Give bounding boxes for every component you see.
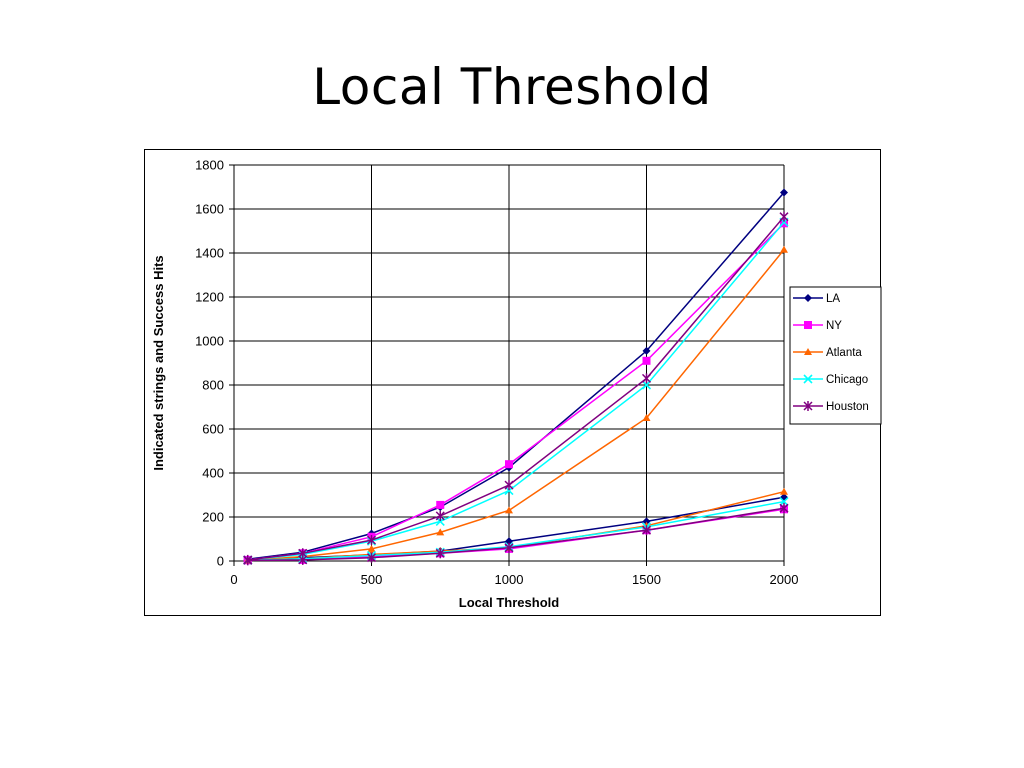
data-point <box>435 548 445 559</box>
y-tick-label: 0 <box>217 554 224 569</box>
legend-label: Chicago <box>826 374 868 386</box>
legend-label: NY <box>826 320 842 332</box>
legend-box <box>789 286 882 425</box>
slide-title: Local Threshold <box>312 58 712 116</box>
legend-marker <box>803 401 813 411</box>
data-point <box>779 503 789 514</box>
data-point <box>641 380 652 390</box>
data-point <box>505 537 513 546</box>
y-tick-label: 1600 <box>195 202 224 217</box>
data-point <box>243 555 253 566</box>
tick-labels: 0 200 400 600 800 1000 1200 1400 1600 1800 0 500 100… <box>195 158 798 588</box>
data-point <box>780 487 788 495</box>
data-point <box>641 373 652 384</box>
y-tick-label: 600 <box>202 422 224 437</box>
y-tick-label: 400 <box>202 466 224 481</box>
x-tick-label: 1000 <box>495 572 524 587</box>
y-tick-label: 800 <box>202 378 224 393</box>
grid-lines <box>234 164 785 561</box>
data-point <box>779 211 789 222</box>
legend-item-houston: Houston <box>793 401 869 413</box>
axes <box>229 164 785 566</box>
legend-label: LA <box>826 293 840 305</box>
data-point <box>504 542 514 553</box>
chart-svg: 0 200 400 600 800 1000 1200 1400 1600 1800 0 500 100… <box>151 158 882 610</box>
legend-label: Houston <box>826 401 869 413</box>
data-point <box>504 480 514 491</box>
legend-marker <box>804 294 812 302</box>
x-tick-label: 2000 <box>770 572 799 587</box>
legend-marker <box>804 321 812 329</box>
data-point <box>367 544 376 552</box>
x-axis-title: Local Threshold <box>459 595 559 610</box>
y-tick-label: 1000 <box>195 334 224 349</box>
data-point <box>642 414 651 421</box>
y-tick-label: 1200 <box>195 290 224 305</box>
data-point <box>366 535 377 546</box>
legend-marker <box>804 348 812 355</box>
y-tick-label: 200 <box>202 510 224 525</box>
y-tick-label: 1800 <box>195 158 224 173</box>
legend-item-ny: NY <box>793 320 842 332</box>
series-houston <box>243 503 789 566</box>
data-point <box>298 554 308 565</box>
chart-frame: 0 200 400 600 800 1000 1200 1400 1600 1800 0 500 100… <box>144 149 882 616</box>
data-point <box>641 525 652 536</box>
y-tick-label: 1400 <box>195 246 224 261</box>
data-point <box>435 510 445 521</box>
legend-label: Atlanta <box>826 347 862 359</box>
legend-item-chicago: Chicago <box>793 374 868 386</box>
data-point <box>642 517 651 526</box>
data-point <box>642 346 651 355</box>
series-group <box>243 188 789 566</box>
data-point <box>436 528 445 536</box>
data-point <box>366 552 377 563</box>
data-point <box>505 460 513 469</box>
data-point <box>436 500 445 509</box>
x-tick-label: 0 <box>230 572 237 587</box>
data-point <box>505 506 513 514</box>
legend: LA NY Atlanta Chicago Houston <box>789 286 882 425</box>
x-tick-label: 1500 <box>632 572 661 587</box>
data-point <box>780 188 788 197</box>
legend-marker <box>803 374 813 384</box>
data-point <box>642 356 651 365</box>
legend-item-la: LA <box>793 293 840 305</box>
y-axis-title: Indicated strings and Success Hits <box>151 255 166 470</box>
data-point <box>780 245 788 253</box>
legend-item-atlanta: Atlanta <box>793 347 862 359</box>
x-tick-label: 500 <box>361 572 383 587</box>
data-point <box>779 497 789 507</box>
